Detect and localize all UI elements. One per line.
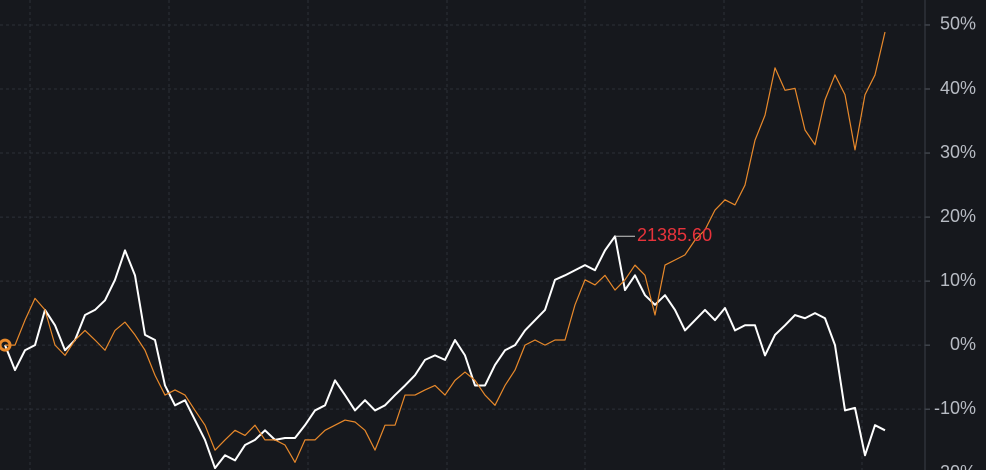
y-tick-label: 50%: [940, 14, 976, 34]
annotation: 21385.60: [637, 225, 712, 245]
y-tick-label: 40%: [940, 78, 976, 98]
y-tick-label: -20%: [934, 462, 976, 470]
series-line: [4, 235, 886, 470]
y-tick-label: 20%: [940, 206, 976, 226]
y-tick-label: 10%: [940, 270, 976, 290]
start-marker: [0, 338, 12, 352]
y-tick-label: -10%: [934, 398, 976, 418]
y-tick-label: 30%: [940, 142, 976, 162]
series-line: [5, 31, 886, 463]
y-tick-label: 0%: [950, 334, 976, 354]
